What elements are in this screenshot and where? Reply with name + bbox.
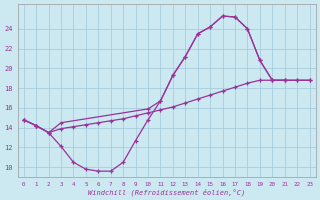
X-axis label: Windchill (Refroidissement éolien,°C): Windchill (Refroidissement éolien,°C) [88, 188, 245, 196]
